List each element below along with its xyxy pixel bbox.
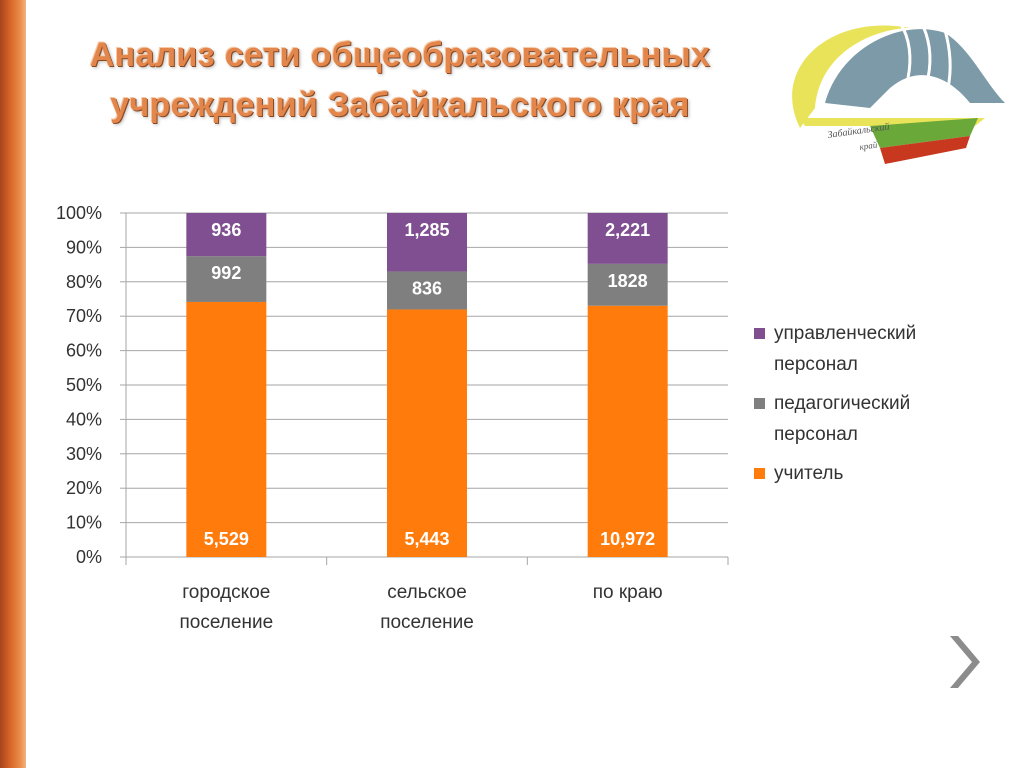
stacked-bar-chart: 0% 10% 20% 30% 40% 50% 60% 70% 80% 90% 100% 5,529 99… (56, 203, 729, 633)
logo-green-stripe (870, 118, 978, 148)
x-category-label: поселение (180, 612, 274, 633)
logo-mountain-fan (825, 29, 1005, 108)
data-label: 5,443 (404, 529, 449, 549)
legend-item: педагогический персонал (754, 388, 994, 450)
legend-label: управленческий (774, 323, 917, 344)
bar-segment (387, 309, 467, 557)
bar-segment (186, 213, 267, 257)
y-tick-label: 60% (66, 341, 102, 361)
y-tick-label: 20% (66, 478, 102, 498)
legend-item: учитель (754, 458, 994, 489)
slide-title-line-1: Анализ сети общеобразовательных (89, 36, 711, 74)
y-tick-label: 80% (66, 272, 102, 292)
legend-swatch (754, 328, 765, 339)
legend-label: персонал (774, 354, 858, 375)
y-tick-label: 50% (66, 375, 102, 395)
x-category-label: сельское (387, 582, 467, 603)
slide-title: Анализ сети общеобразовательных учрежден… (40, 30, 760, 130)
y-tick-label: 30% (66, 444, 102, 464)
data-label: 1,285 (404, 220, 449, 240)
legend-swatch (754, 398, 765, 409)
data-label: 2,221 (605, 220, 650, 240)
bar-segment (587, 213, 668, 264)
x-category-label: городское (182, 582, 270, 603)
slide-title-line-2: учреждений Забайкальского края (110, 86, 690, 124)
y-tick-label: 100% (56, 203, 102, 223)
y-tick-label: 40% (66, 409, 102, 429)
data-label: 936 (211, 220, 241, 240)
bar-segment (587, 305, 668, 557)
logo-red-stripe (880, 136, 970, 164)
chart-legend: управленческий персонал педагогический перс… (754, 318, 994, 497)
logo-text-line-2: край (859, 140, 878, 152)
legend-swatch (754, 468, 765, 479)
legend-label: педагогический (774, 393, 911, 414)
legend-label: персонал (774, 424, 858, 445)
bar-segment (387, 271, 467, 310)
y-tick-label: 10% (66, 513, 102, 533)
y-tick-label: 70% (66, 306, 102, 326)
legend-label: учитель (774, 463, 844, 484)
data-label: 836 (412, 278, 442, 298)
data-label: 992 (211, 263, 241, 283)
x-category-label: по краю (593, 582, 663, 603)
left-accent-bar (0, 0, 26, 768)
data-label: 1828 (608, 271, 648, 291)
region-logo: Забайкальский край (792, 19, 1005, 164)
logo-yellow-arc (792, 25, 910, 128)
y-tick-label: 0% (76, 547, 102, 567)
data-label: 10,972 (600, 529, 655, 549)
legend-item: управленческий персонал (754, 318, 994, 380)
bar-segment (186, 301, 267, 557)
bar-segment (587, 263, 668, 306)
bar-segment (387, 213, 467, 272)
chevron-right-icon[interactable] (942, 630, 982, 694)
data-label: 5,529 (204, 529, 249, 549)
bar-segment (186, 256, 267, 302)
x-category-label: поселение (380, 612, 474, 633)
y-tick-label: 90% (66, 237, 102, 257)
